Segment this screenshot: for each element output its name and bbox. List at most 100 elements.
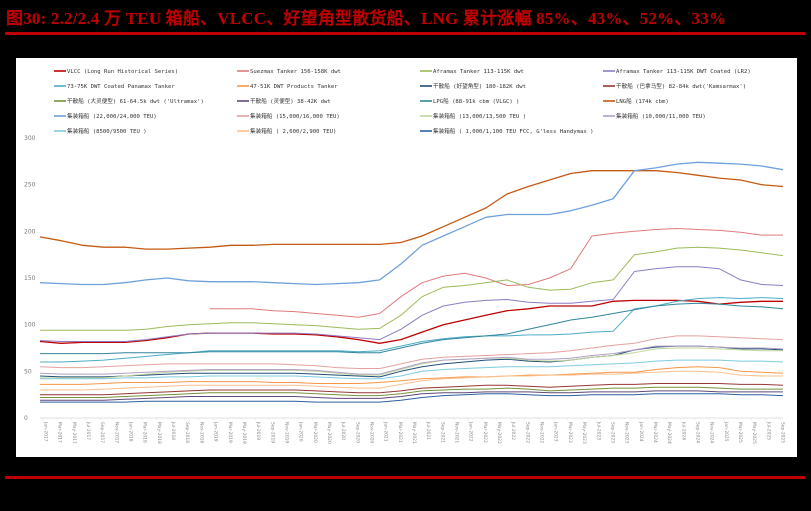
y-tick-label: 300 bbox=[24, 135, 36, 142]
legend-item[interactable]: 集装箱船 (13,000/13,500 TEU ) bbox=[420, 112, 526, 120]
svg-text:集装箱船 (22,000/24,000 TEU): 集装箱船 (22,000/24,000 TEU) bbox=[67, 112, 157, 120]
x-tick-label: Nov-2018 bbox=[198, 422, 204, 443]
x-tick-label: Mar-2024 bbox=[652, 422, 658, 443]
x-tick-label: Jul-2023 bbox=[595, 421, 601, 440]
x-tick-label: Jul-2025 bbox=[765, 421, 771, 440]
x-tick-label: May-2017 bbox=[71, 422, 77, 444]
x-tick-label: May-2021 bbox=[411, 422, 417, 444]
x-tick-label: May-2022 bbox=[496, 422, 502, 444]
x-tick-label: Mar-2020 bbox=[312, 422, 318, 443]
series-line bbox=[40, 393, 784, 403]
legend-item[interactable]: Aframax Tanker 113-115K dwt bbox=[420, 69, 524, 75]
svg-text:集装箱船 ( 2,600/2,900 TEU): 集装箱船 ( 2,600/2,900 TEU) bbox=[250, 127, 336, 135]
x-tick-label: Jan-2017 bbox=[43, 421, 49, 442]
series-line bbox=[39, 345, 784, 378]
svg-text:47-51K DWT Products Tanker: 47-51K DWT Products Tanker bbox=[250, 84, 338, 90]
y-tick-label: 0 bbox=[24, 415, 28, 422]
series-line bbox=[39, 345, 784, 375]
legend-item[interactable]: 集装箱船 ( 1,000/1,100 TEU FCC, G'less Handy… bbox=[420, 127, 593, 135]
svg-text:LPG船 (88-91k cbm (VLGC) ): LPG船 (88-91k cbm (VLGC) ) bbox=[433, 97, 519, 105]
x-tick-label: Mar-2022 bbox=[482, 422, 488, 443]
svg-text:集装箱船 (8500/9500 TEU ): 集装箱船 (8500/9500 TEU ) bbox=[67, 127, 147, 135]
svg-text:Suezmax Tanker 156-158K dwt: Suezmax Tanker 156-158K dwt bbox=[250, 69, 341, 75]
x-tick-label: Jan-2024 bbox=[638, 421, 644, 442]
x-tick-label: Mar-2021 bbox=[397, 422, 403, 443]
x-tick-label: May-2020 bbox=[326, 422, 332, 444]
series-line bbox=[39, 170, 784, 250]
x-tick-label: Sep-2023 bbox=[609, 422, 615, 443]
x-tick-label: Mar-2025 bbox=[737, 422, 743, 443]
series-line bbox=[40, 359, 784, 380]
y-tick-label: 100 bbox=[24, 322, 36, 329]
x-tick-label: Jul-2021 bbox=[425, 421, 431, 440]
x-tick-label: Mar-2019 bbox=[227, 422, 233, 443]
figure-title: 图30: 2.2/2.4 万 TEU 箱船、VLCC、好望角型散货船、LNG 累… bbox=[6, 9, 727, 28]
x-tick-label: Sep-2021 bbox=[439, 422, 445, 443]
legend-item[interactable]: Suezmax Tanker 156-158K dwt bbox=[237, 69, 341, 75]
series-line bbox=[39, 161, 784, 286]
legend-item[interactable]: 集装箱船 (8500/9500 TEU ) bbox=[54, 127, 147, 135]
legend-item[interactable]: 干散船 (灵便型) 38-42K dwt bbox=[237, 97, 331, 105]
legend-item[interactable]: 干散船 (大灵便型) 61-64.5k dwt ('Ultramax') bbox=[54, 97, 204, 105]
series-line bbox=[40, 366, 784, 385]
series-line bbox=[39, 299, 783, 344]
x-tick-label: Nov-2023 bbox=[624, 422, 630, 443]
series-line bbox=[39, 266, 784, 342]
x-tick-label: Nov-2021 bbox=[454, 422, 460, 443]
x-tick-label: May-2024 bbox=[666, 422, 672, 444]
x-tick-label: Sep-2017 bbox=[99, 422, 105, 443]
legend-item[interactable]: VLCC (Long Run Historical Series) bbox=[54, 69, 178, 75]
legend-item[interactable]: LNG船 (174k cbm) bbox=[603, 97, 669, 105]
legend-item[interactable]: 集装箱船 ( 2,600/2,900 TEU) bbox=[237, 127, 336, 135]
x-tick-label: Mar-2023 bbox=[567, 422, 573, 443]
x-tick-label: May-2023 bbox=[581, 422, 587, 444]
x-tick-label: Jan-2018 bbox=[128, 421, 134, 442]
legend-item[interactable]: 集装箱船 (10,000/11,000 TEU) bbox=[603, 112, 706, 120]
legend-item[interactable]: LPG船 (88-91k cbm (VLGC) ) bbox=[420, 97, 519, 105]
series-line bbox=[40, 302, 784, 355]
series-line bbox=[40, 390, 783, 401]
legend-item[interactable]: 干散船 (好望角型) 180-182K dwt bbox=[420, 82, 526, 90]
y-tick-label: 50 bbox=[24, 368, 32, 375]
x-tick-label: Nov-2017 bbox=[113, 422, 119, 443]
legend-item[interactable]: 集装箱船 (15,000/16,000 TEU) bbox=[237, 112, 340, 120]
x-tick-label: May-2025 bbox=[751, 422, 757, 444]
svg-text:Aframax Tanker 113-115K dwt: Aframax Tanker 113-115K dwt bbox=[433, 69, 524, 75]
series-line bbox=[40, 386, 783, 398]
y-tick-label: 200 bbox=[24, 228, 36, 235]
legend-item[interactable]: 干散船 (巴拿马型) 82-84k dwt('Kamsarmax') bbox=[603, 82, 746, 90]
x-tick-label: Nov-2019 bbox=[283, 422, 289, 443]
x-tick-label: Jul-2022 bbox=[510, 421, 516, 440]
x-tick-label: Jul-2019 bbox=[255, 421, 261, 440]
y-tick-label: 150 bbox=[24, 275, 36, 282]
legend-item[interactable]: 73-75K DWT Coated Panamax Tanker bbox=[54, 84, 175, 90]
svg-text:干散船 (大灵便型) 61-64.5k dwt ('Ultr: 干散船 (大灵便型) 61-64.5k dwt ('Ultramax') bbox=[67, 97, 204, 105]
series-line bbox=[40, 383, 784, 396]
series-line bbox=[40, 246, 784, 331]
x-tick-label: May-2019 bbox=[241, 422, 247, 444]
legend-item[interactable]: 集装箱船 (22,000/24,000 TEU) bbox=[54, 112, 157, 120]
x-tick-label: Jan-2025 bbox=[723, 421, 729, 442]
series-line bbox=[209, 228, 783, 318]
series-line bbox=[39, 335, 784, 369]
footer-rule bbox=[5, 476, 805, 479]
x-tick-label: Sep-2022 bbox=[524, 422, 530, 443]
x-tick-label: Nov-2020 bbox=[368, 422, 374, 443]
x-tick-label: May-2018 bbox=[156, 422, 162, 444]
series-line bbox=[40, 370, 783, 391]
svg-text:Aframax Tanker 113-115K DWT Co: Aframax Tanker 113-115K DWT Coated (LR2) bbox=[616, 69, 751, 75]
svg-text:集装箱船 (15,000/16,000 TEU): 集装箱船 (15,000/16,000 TEU) bbox=[250, 112, 340, 120]
svg-text:集装箱船 (10,000/11,000 TEU): 集装箱船 (10,000/11,000 TEU) bbox=[616, 112, 706, 120]
x-tick-label: Jul-2018 bbox=[170, 421, 176, 440]
svg-text:73-75K DWT Coated Panamax Tank: 73-75K DWT Coated Panamax Tanker bbox=[67, 84, 175, 90]
line-chart: 0 50 100 150 200 250 300 Jan-2017 Mar-2017 May-20… bbox=[24, 69, 786, 444]
svg-text:干散船 (灵便型) 38-42K dwt: 干散船 (灵便型) 38-42K dwt bbox=[250, 97, 331, 105]
legend-item[interactable]: 47-51K DWT Products Tanker bbox=[237, 84, 338, 90]
x-tick-label: Jul-2017 bbox=[85, 421, 91, 440]
title-rule bbox=[5, 32, 805, 35]
x-tick-label: Sep-2025 bbox=[780, 422, 786, 443]
legend-item[interactable]: Aframax Tanker 113-115K DWT Coated (LR2) bbox=[603, 69, 751, 75]
series-line bbox=[40, 347, 783, 379]
y-tick-label: 250 bbox=[24, 182, 36, 189]
x-tick-label: Mar-2018 bbox=[142, 422, 148, 443]
